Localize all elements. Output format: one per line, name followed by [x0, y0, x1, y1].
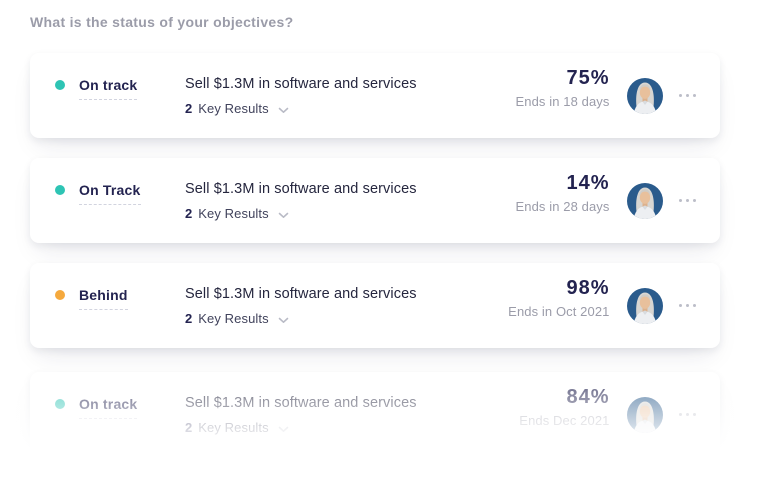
- key-results-toggle[interactable]: 2 Key Results: [185, 419, 289, 437]
- key-results-count: 2: [185, 420, 193, 435]
- end-date: Ends in 28 days: [515, 199, 610, 214]
- more-options-button[interactable]: [677, 88, 699, 104]
- progress-percent: 75%: [566, 67, 610, 89]
- objective-progress: 75% Ends in 18 days: [498, 53, 610, 138]
- objective-status: Behind: [55, 263, 185, 348]
- avatar[interactable]: [626, 77, 663, 114]
- objective-main: Sell $1.3M in software and services 2 Ke…: [185, 263, 498, 348]
- end-date: Ends Dec 2021: [519, 413, 610, 428]
- key-results-toggle[interactable]: 2 Key Results: [185, 310, 289, 328]
- objective-progress: 14% Ends in 28 days: [498, 158, 610, 243]
- menu-dot-icon: [678, 412, 682, 417]
- avatar-portrait-icon: [626, 287, 663, 324]
- menu-dot-icon: [678, 93, 682, 98]
- page-title: What is the status of your objectives?: [30, 14, 294, 30]
- menu-dot-icon: [685, 93, 689, 98]
- status-dot-icon: [55, 290, 65, 300]
- status-dot-icon: [55, 399, 65, 409]
- objective-title[interactable]: Sell $1.3M in software and services: [185, 181, 417, 197]
- chevron-down-icon[interactable]: [278, 317, 289, 324]
- objective-status: On Track: [55, 158, 185, 243]
- key-results-toggle[interactable]: 2 Key Results: [185, 205, 289, 223]
- menu-dot-icon: [692, 198, 696, 203]
- status-label[interactable]: On track: [79, 395, 138, 419]
- objective-card: On track Sell $1.3M in software and serv…: [30, 53, 720, 138]
- objective-title[interactable]: Sell $1.3M in software and services: [185, 286, 417, 302]
- objective-card: On track Sell $1.3M in software and serv…: [30, 372, 720, 457]
- menu-dot-icon: [685, 303, 689, 308]
- key-results-count: 2: [185, 206, 193, 221]
- chevron-down-icon[interactable]: [278, 426, 289, 433]
- objective-main: Sell $1.3M in software and services 2 Ke…: [185, 372, 498, 457]
- more-options-button[interactable]: [677, 193, 699, 209]
- menu-dot-icon: [678, 303, 682, 308]
- status-label[interactable]: On Track: [79, 181, 141, 205]
- avatar-portrait-icon: [626, 182, 663, 219]
- objective-main: Sell $1.3M in software and services 2 Ke…: [185, 53, 498, 138]
- progress-percent: 84%: [566, 386, 610, 408]
- objective-title[interactable]: Sell $1.3M in software and services: [185, 395, 417, 411]
- menu-dot-icon: [685, 198, 689, 203]
- objectives-list: On track Sell $1.3M in software and serv…: [30, 53, 720, 457]
- avatar-portrait-icon: [626, 77, 663, 114]
- more-options-button[interactable]: [677, 298, 699, 314]
- end-date: Ends in 18 days: [515, 94, 610, 109]
- avatar[interactable]: [626, 182, 663, 219]
- avatar[interactable]: [626, 287, 663, 324]
- objective-status: On track: [55, 372, 185, 457]
- chevron-down-icon[interactable]: [278, 212, 289, 219]
- key-results-count: 2: [185, 311, 193, 326]
- end-date: Ends in Oct 2021: [508, 304, 610, 319]
- key-results-toggle[interactable]: 2 Key Results: [185, 100, 289, 118]
- key-results-label: Key Results: [198, 101, 269, 116]
- objective-title[interactable]: Sell $1.3M in software and services: [185, 76, 417, 92]
- objective-card: Behind Sell $1.3M in software and servic…: [30, 263, 720, 348]
- more-options-button[interactable]: [677, 407, 699, 423]
- objective-main: Sell $1.3M in software and services 2 Ke…: [185, 158, 498, 243]
- progress-percent: 98%: [566, 277, 610, 299]
- objective-card: On Track Sell $1.3M in software and serv…: [30, 158, 720, 243]
- status-dot-icon: [55, 80, 65, 90]
- menu-dot-icon: [678, 198, 682, 203]
- menu-dot-icon: [692, 412, 696, 417]
- key-results-label: Key Results: [198, 311, 269, 326]
- key-results-label: Key Results: [198, 206, 269, 221]
- objective-status: On track: [55, 53, 185, 138]
- key-results-count: 2: [185, 101, 193, 116]
- objective-progress: 98% Ends in Oct 2021: [498, 263, 610, 348]
- avatar[interactable]: [626, 396, 663, 433]
- chevron-down-icon[interactable]: [278, 107, 289, 114]
- objective-progress: 84% Ends Dec 2021: [498, 372, 610, 457]
- key-results-label: Key Results: [198, 420, 269, 435]
- status-label[interactable]: Behind: [79, 286, 128, 310]
- status-label[interactable]: On track: [79, 76, 138, 100]
- menu-dot-icon: [685, 412, 689, 417]
- menu-dot-icon: [692, 93, 696, 98]
- status-dot-icon: [55, 185, 65, 195]
- menu-dot-icon: [692, 303, 696, 308]
- progress-percent: 14%: [566, 172, 610, 194]
- avatar-portrait-icon: [626, 396, 663, 433]
